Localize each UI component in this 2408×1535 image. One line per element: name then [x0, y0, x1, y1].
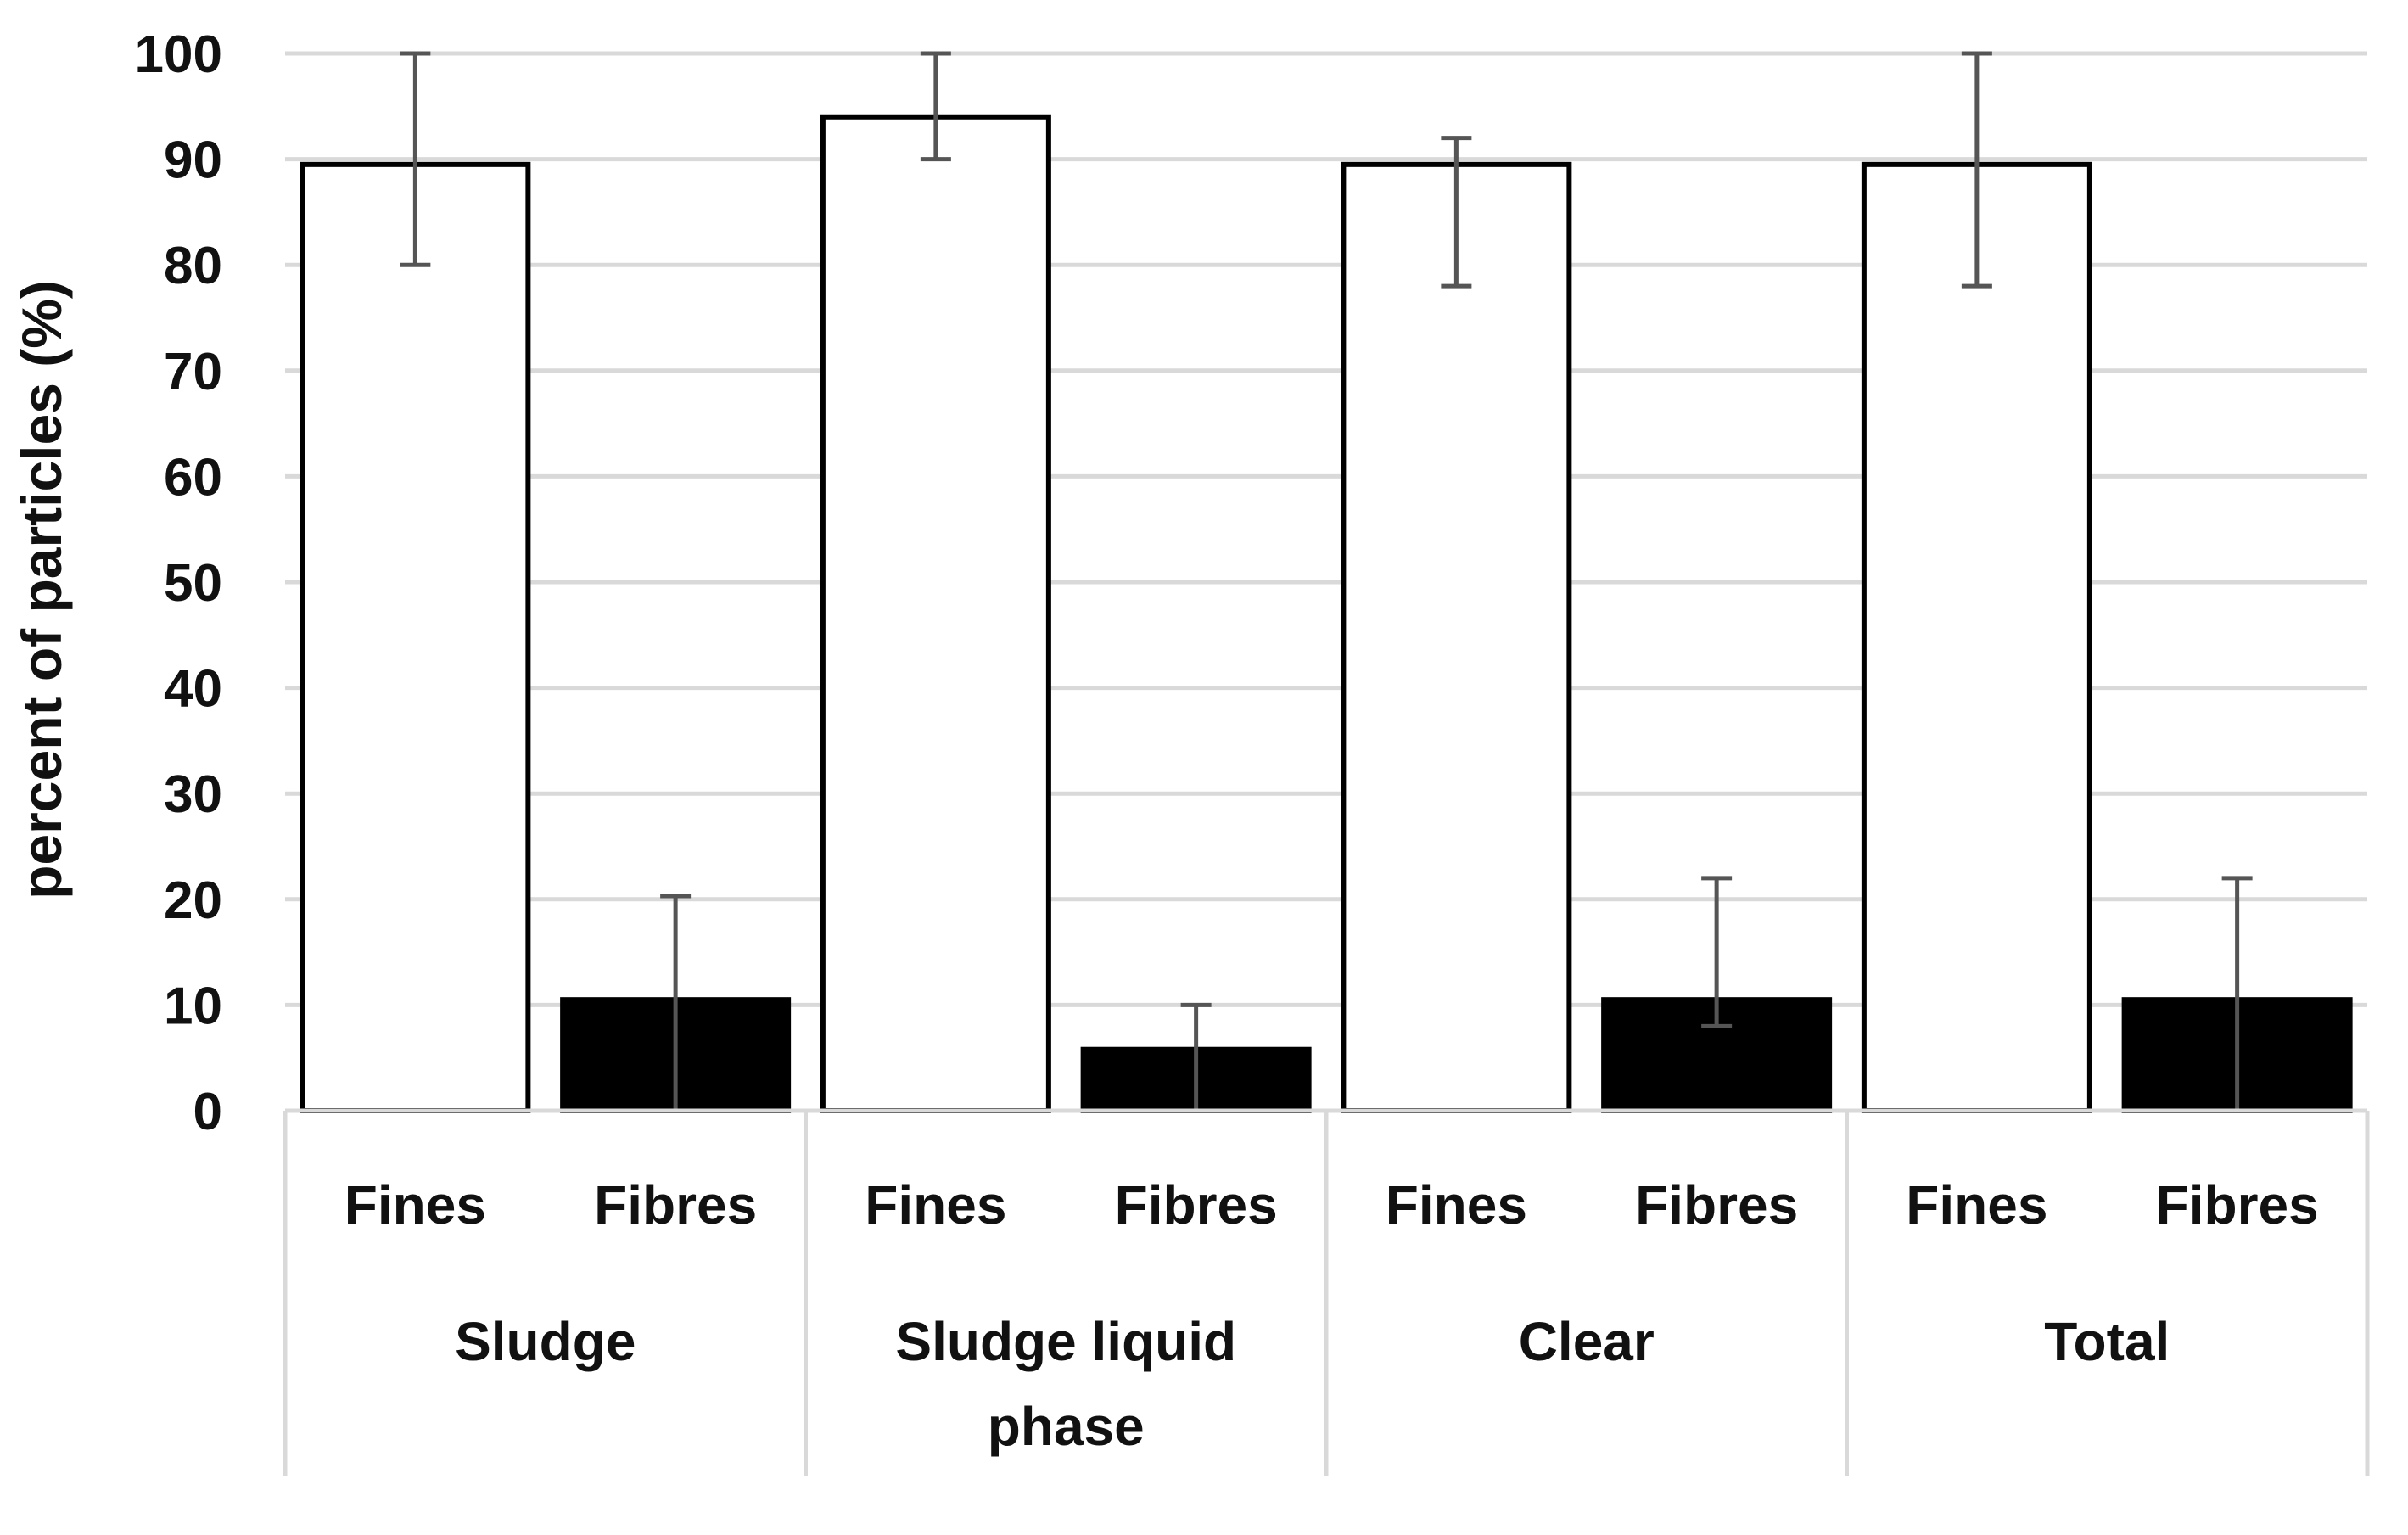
subcategory-label: Fines	[1906, 1174, 2047, 1235]
subcategory-label: Fines	[344, 1174, 486, 1235]
bar-fines	[1861, 161, 2092, 1114]
y-axis-label: percent of particles (%)	[10, 280, 73, 899]
group-label: Sludge	[455, 1311, 636, 1372]
group-label: phase	[988, 1396, 1145, 1457]
subcategory-label: Fibres	[594, 1174, 757, 1235]
bar-fines	[820, 114, 1051, 1113]
y-tick-label: 100	[135, 25, 222, 84]
y-tick-label: 30	[164, 765, 222, 824]
y-axis-ticks: 0 10 20 30 40 50 60 70 80 90 100	[135, 25, 222, 1141]
subcategory-label: Fibres	[1115, 1174, 1278, 1235]
group-label: Clear	[1519, 1311, 1655, 1372]
subcategory-label: Fibres	[1635, 1174, 1798, 1235]
subcategory-label: Fines	[1386, 1174, 1527, 1235]
y-tick-label: 80	[164, 237, 222, 295]
y-tick-label: 40	[164, 660, 222, 719]
x-axis: Fines Fines Fines Fines Fibres Fibres Fibres Fi…	[283, 1108, 2370, 1476]
y-tick-label: 50	[164, 554, 222, 613]
y-tick-label: 0	[193, 1083, 222, 1141]
y-tick-label: 60	[164, 448, 222, 507]
subcategory-label: Fines	[865, 1174, 1006, 1235]
bar-fines	[300, 161, 531, 1114]
gridlines	[285, 51, 2367, 1007]
y-tick-label: 20	[164, 871, 222, 930]
bar-fines	[1341, 161, 1572, 1114]
group-label: Total	[2044, 1311, 2170, 1372]
group-label: Sludge liquid	[895, 1311, 1236, 1372]
error-bars	[400, 51, 2253, 1111]
y-tick-label: 10	[164, 977, 222, 1035]
y-tick-label: 90	[164, 132, 222, 190]
subcategory-label: Fibres	[2156, 1174, 2319, 1235]
y-tick-label: 70	[164, 343, 222, 401]
